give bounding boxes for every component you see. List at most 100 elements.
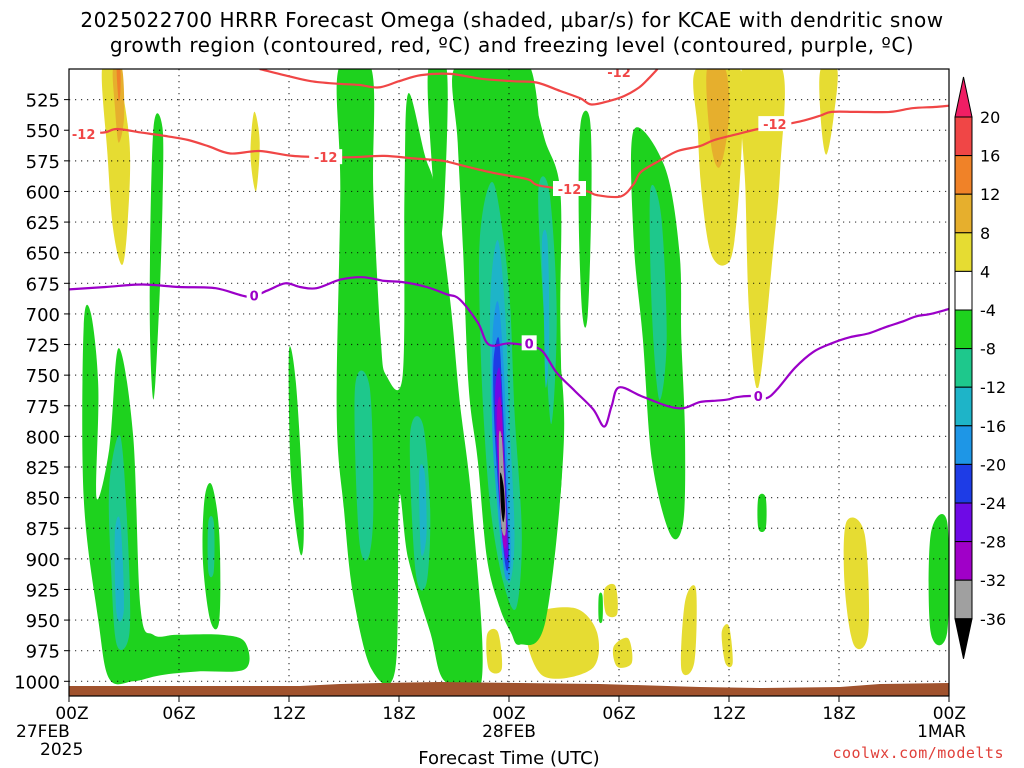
dendritic-contour-label-upper: -12 bbox=[607, 66, 631, 81]
omega-region-13 bbox=[721, 624, 733, 668]
x-tick-date-0: 27FEB bbox=[16, 722, 70, 742]
colorbar-label-2: 12 bbox=[980, 185, 1000, 204]
y-tick-label-850: 850 bbox=[26, 489, 60, 510]
omega-region-1 bbox=[112, 69, 125, 143]
omega-region-43 bbox=[757, 493, 767, 533]
x-axis-label: Forecast Time (UTC) bbox=[418, 748, 599, 768]
omega-region-5 bbox=[706, 69, 730, 168]
x-tick-label-0: 00Z bbox=[55, 704, 88, 724]
colorbar-label-4: 4 bbox=[980, 262, 990, 281]
x-tick-year-0: 2025 bbox=[40, 740, 83, 760]
colorbar-label-12: -32 bbox=[980, 571, 1006, 590]
chart-title-line-1: 2025022700 HRRR Forecast Omega (shaded, … bbox=[80, 8, 944, 32]
dendritic-contour-label-2-bg bbox=[553, 181, 586, 197]
y-tick-label-775: 775 bbox=[26, 397, 60, 418]
colorbar-label-13: -36 bbox=[980, 610, 1006, 629]
y-tick-label-975: 975 bbox=[26, 642, 60, 663]
colorbar-label-8: -16 bbox=[980, 417, 1006, 436]
omega-region-6 bbox=[739, 69, 785, 389]
dendritic-contour-label-1: -12 bbox=[314, 151, 338, 166]
colorbar-bin--32--28 bbox=[954, 541, 973, 581]
colorbar-bin-8-12 bbox=[954, 193, 973, 234]
x-tick-label-36: 12Z bbox=[712, 704, 745, 724]
x-tick-label-12: 12Z bbox=[272, 704, 305, 724]
colorbar-bin-16-20 bbox=[954, 116, 973, 157]
y-tick-label-525: 525 bbox=[26, 91, 60, 112]
dendritic-contour-label-0: -12 bbox=[72, 128, 96, 143]
omega-region-23 bbox=[354, 370, 374, 561]
omega-region-17 bbox=[114, 516, 125, 622]
colorbar-label-9: -20 bbox=[980, 455, 1006, 474]
x-tick-label-6: 06Z bbox=[162, 704, 195, 724]
y-tick-label-1000: 1000 bbox=[14, 672, 60, 693]
contour-lines: -12 -12 -12 -12 0 0 0 -12 bbox=[69, 66, 949, 428]
freezing-level-label-1: 0 bbox=[525, 337, 534, 352]
y-tick-label-650: 650 bbox=[26, 244, 60, 265]
colorbar-bin--12--8 bbox=[954, 348, 973, 388]
colorbar-bin-12-16 bbox=[954, 155, 973, 195]
freezing-level-label-0: 0 bbox=[250, 290, 259, 305]
omega-region-39 bbox=[578, 110, 592, 328]
omega-region-42 bbox=[598, 592, 603, 624]
y-tick-label-675: 675 bbox=[26, 274, 60, 295]
freezing-level-label-2: 0 bbox=[754, 390, 763, 405]
y-tick-label-625: 625 bbox=[26, 213, 60, 234]
x-tick-label-48: 00Z bbox=[933, 704, 966, 724]
omega-region-22 bbox=[336, 69, 483, 696]
omega-region-14 bbox=[843, 517, 870, 650]
colorbar-label-6: -8 bbox=[980, 340, 996, 359]
colorbar-bin-lowest bbox=[954, 618, 973, 659]
y-tick-label-725: 725 bbox=[26, 336, 60, 357]
omega-region-2 bbox=[116, 69, 121, 102]
chart-title-line-2: growth region (contoured, red, ºC) and f… bbox=[109, 33, 915, 57]
colorbar-bin-4-8 bbox=[954, 232, 973, 272]
grid-lines bbox=[69, 69, 949, 696]
dendritic-contour-1 bbox=[259, 69, 659, 106]
x-tick-label-18: 18Z bbox=[382, 704, 415, 724]
x-tick-label-30: 06Z bbox=[602, 704, 635, 724]
colorbar-label-0: 20 bbox=[980, 108, 1000, 127]
dendritic-contour-label-3: -12 bbox=[763, 118, 787, 133]
freezing-level-label-1-bg bbox=[521, 335, 537, 351]
omega-region-41 bbox=[649, 184, 667, 400]
colorbar-bin--24--20 bbox=[954, 463, 973, 504]
omega-region-35 bbox=[500, 472, 505, 523]
dendritic-contour-label-upper-bg bbox=[602, 69, 636, 80]
colorbar-bin--36--32 bbox=[954, 579, 973, 620]
omega-region-25 bbox=[419, 464, 427, 557]
colorbar-bin--28--24 bbox=[954, 502, 973, 543]
y-tick-label-875: 875 bbox=[26, 519, 60, 540]
omega-shading bbox=[82, 69, 949, 696]
y-tick-label-800: 800 bbox=[26, 427, 60, 448]
y-tick-label-825: 825 bbox=[26, 458, 60, 479]
omega-region-10 bbox=[603, 583, 618, 618]
x-tick-label-24: 00Z bbox=[492, 704, 525, 724]
y-tick-label-950: 950 bbox=[26, 611, 60, 632]
dendritic-contour-label-1-bg bbox=[309, 149, 343, 165]
freezing-level-contour bbox=[69, 276, 949, 428]
omega-region-20 bbox=[207, 515, 215, 578]
y-tick-label-600: 600 bbox=[26, 182, 60, 203]
freezing-level-label-0-bg bbox=[246, 287, 262, 303]
colorbar: 20 16 12 8 4 -4 -8 -12 -16 -20 -24 -28 -32 -36 bbox=[954, 76, 1006, 659]
omega-region-8 bbox=[486, 628, 503, 674]
colorbar-label-11: -28 bbox=[980, 533, 1006, 552]
y-axis: 525 550 575 600 625 650 675 700 725 750 775 800 825 8… bbox=[14, 91, 69, 693]
y-tick-label-900: 900 bbox=[26, 550, 60, 571]
ground-surface bbox=[69, 682, 949, 696]
omega-region-26 bbox=[427, 69, 448, 241]
terrain-band bbox=[69, 682, 949, 696]
omega-region-38 bbox=[541, 229, 550, 388]
omega-region-21 bbox=[288, 346, 304, 556]
x-tick-label-42: 18Z bbox=[822, 704, 855, 724]
colorbar-label-10: -24 bbox=[980, 494, 1006, 513]
colorbar-bin--20--16 bbox=[954, 425, 973, 465]
colorbar-bin--16--12 bbox=[954, 386, 973, 427]
credit-text: coolwx.com/modelts bbox=[832, 744, 1004, 762]
colorbar-bin--8--4 bbox=[954, 309, 973, 350]
freezing-level-label-2-bg bbox=[750, 387, 766, 403]
colorbar-bin-20-24 bbox=[954, 76, 973, 118]
colorbar-label-1: 16 bbox=[980, 147, 1000, 166]
